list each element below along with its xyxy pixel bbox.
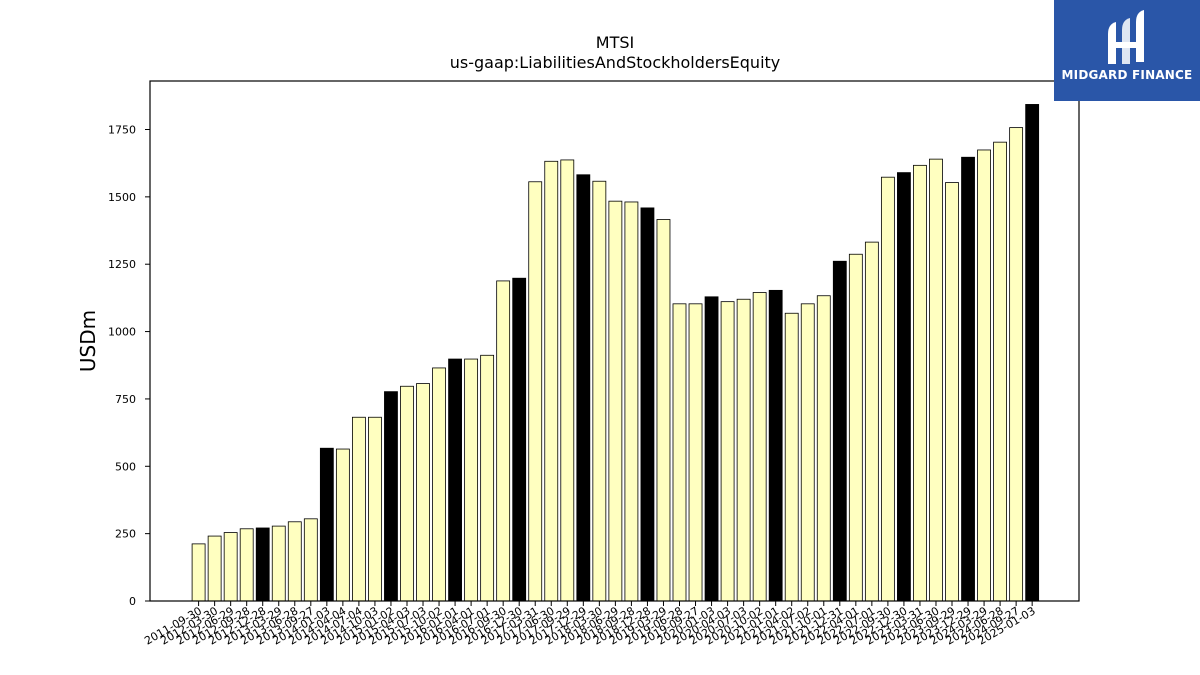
- bar-2022-07-01: [864, 241, 879, 602]
- bar-2020-07-03: [736, 298, 751, 602]
- bar-2017-06-30: [544, 160, 559, 602]
- chart-title: MTSI: [596, 33, 634, 52]
- y-tick-label-1000: 1000: [108, 326, 136, 339]
- midgard-finance-logo: MIDGARD FINANCE: [1054, 0, 1200, 101]
- bar-2024-09-27: [1009, 127, 1024, 602]
- bar-2015-07-03: [416, 383, 430, 602]
- bar-2018-09-28: [624, 201, 639, 602]
- bar-2013-09-27: [303, 518, 318, 602]
- bar-2015-04-03: [400, 385, 414, 602]
- bar-2012-03-30: [207, 535, 222, 602]
- bar-2012-12-28: [255, 527, 270, 602]
- bar-2021-12-31: [832, 260, 847, 602]
- bar-2012-06-29: [223, 532, 238, 602]
- plot-frame: [149, 80, 1080, 602]
- y-axis: 0 250 500 750 1000 1250 1500 1750: [108, 123, 150, 608]
- y-tick-label-1750: 1750: [108, 123, 136, 136]
- bar-2023-06-30: [929, 158, 943, 602]
- y-tick-label-0: 0: [129, 595, 136, 608]
- bar-2016-01-01: [448, 358, 462, 602]
- bar-2014-01-03: [319, 447, 334, 602]
- bar-2016-04-01: [464, 358, 479, 602]
- midgard-logo-icon: [1108, 10, 1144, 64]
- y-tick-label-750: 750: [115, 393, 136, 406]
- logo-text: MIDGARD FINANCE: [1061, 68, 1193, 82]
- bar-2015-10-02: [432, 367, 446, 602]
- chart-subtitle: us-gaap:LiabilitiesAndStockholdersEquity: [450, 53, 781, 72]
- bar-2023-12-29: [961, 156, 975, 602]
- bar-2022-04-01: [848, 253, 863, 602]
- bar-2021-04-02: [784, 312, 799, 602]
- bar-2013-03-29: [271, 525, 286, 602]
- bars-group: [191, 104, 1040, 602]
- x-axis: 2011-09-302012-03-302012-06-292012-09-28…: [142, 601, 1038, 648]
- y-axis-label: USDm: [76, 310, 100, 372]
- bar-2020-04-03: [720, 301, 735, 602]
- bar-2019-03-29: [656, 219, 671, 602]
- bar-2018-06-29: [608, 200, 623, 602]
- bar-2021-10-01: [816, 295, 831, 602]
- bar-2017-12-29: [576, 174, 591, 602]
- bar-2017-09-29: [560, 159, 575, 602]
- bar-2024-03-29: [977, 149, 991, 602]
- y-tick-label-1250: 1250: [108, 258, 136, 271]
- bar-2020-01-03: [704, 296, 719, 602]
- bar-2011-09-30: [191, 543, 206, 602]
- bar-2014-07-04: [351, 416, 366, 602]
- bar-2016-07-01: [480, 354, 495, 602]
- bar-2019-06-28: [672, 303, 687, 602]
- y-tick-label-500: 500: [115, 460, 136, 473]
- bar-2017-03-31: [528, 181, 543, 602]
- bar-2018-03-30: [592, 180, 607, 602]
- y-tick-label-1500: 1500: [108, 191, 136, 204]
- bar-2014-10-03: [368, 416, 382, 602]
- y-tick-label-250: 250: [115, 528, 136, 541]
- bar-2020-10-02: [752, 292, 767, 602]
- bar-2019-09-27: [688, 303, 703, 602]
- bar-2015-01-02: [384, 391, 398, 602]
- bar-2013-06-28: [287, 521, 302, 602]
- bar-2022-09-30: [880, 176, 895, 602]
- bar-2021-01-01: [768, 289, 783, 602]
- bar-2023-09-29: [945, 182, 959, 602]
- bar-2022-12-30: [897, 172, 911, 602]
- bar-2024-06-28: [993, 141, 1007, 602]
- bar-2016-12-30: [512, 277, 527, 602]
- bar-2012-09-28: [239, 528, 254, 602]
- bar-2018-12-28: [640, 207, 655, 602]
- bar-2021-07-02: [800, 303, 815, 602]
- bar-2023-03-31: [913, 164, 927, 602]
- bar-2016-09-30: [496, 280, 511, 602]
- bar-2025-01-03: [1025, 104, 1040, 602]
- bar-2014-04-04: [335, 448, 350, 602]
